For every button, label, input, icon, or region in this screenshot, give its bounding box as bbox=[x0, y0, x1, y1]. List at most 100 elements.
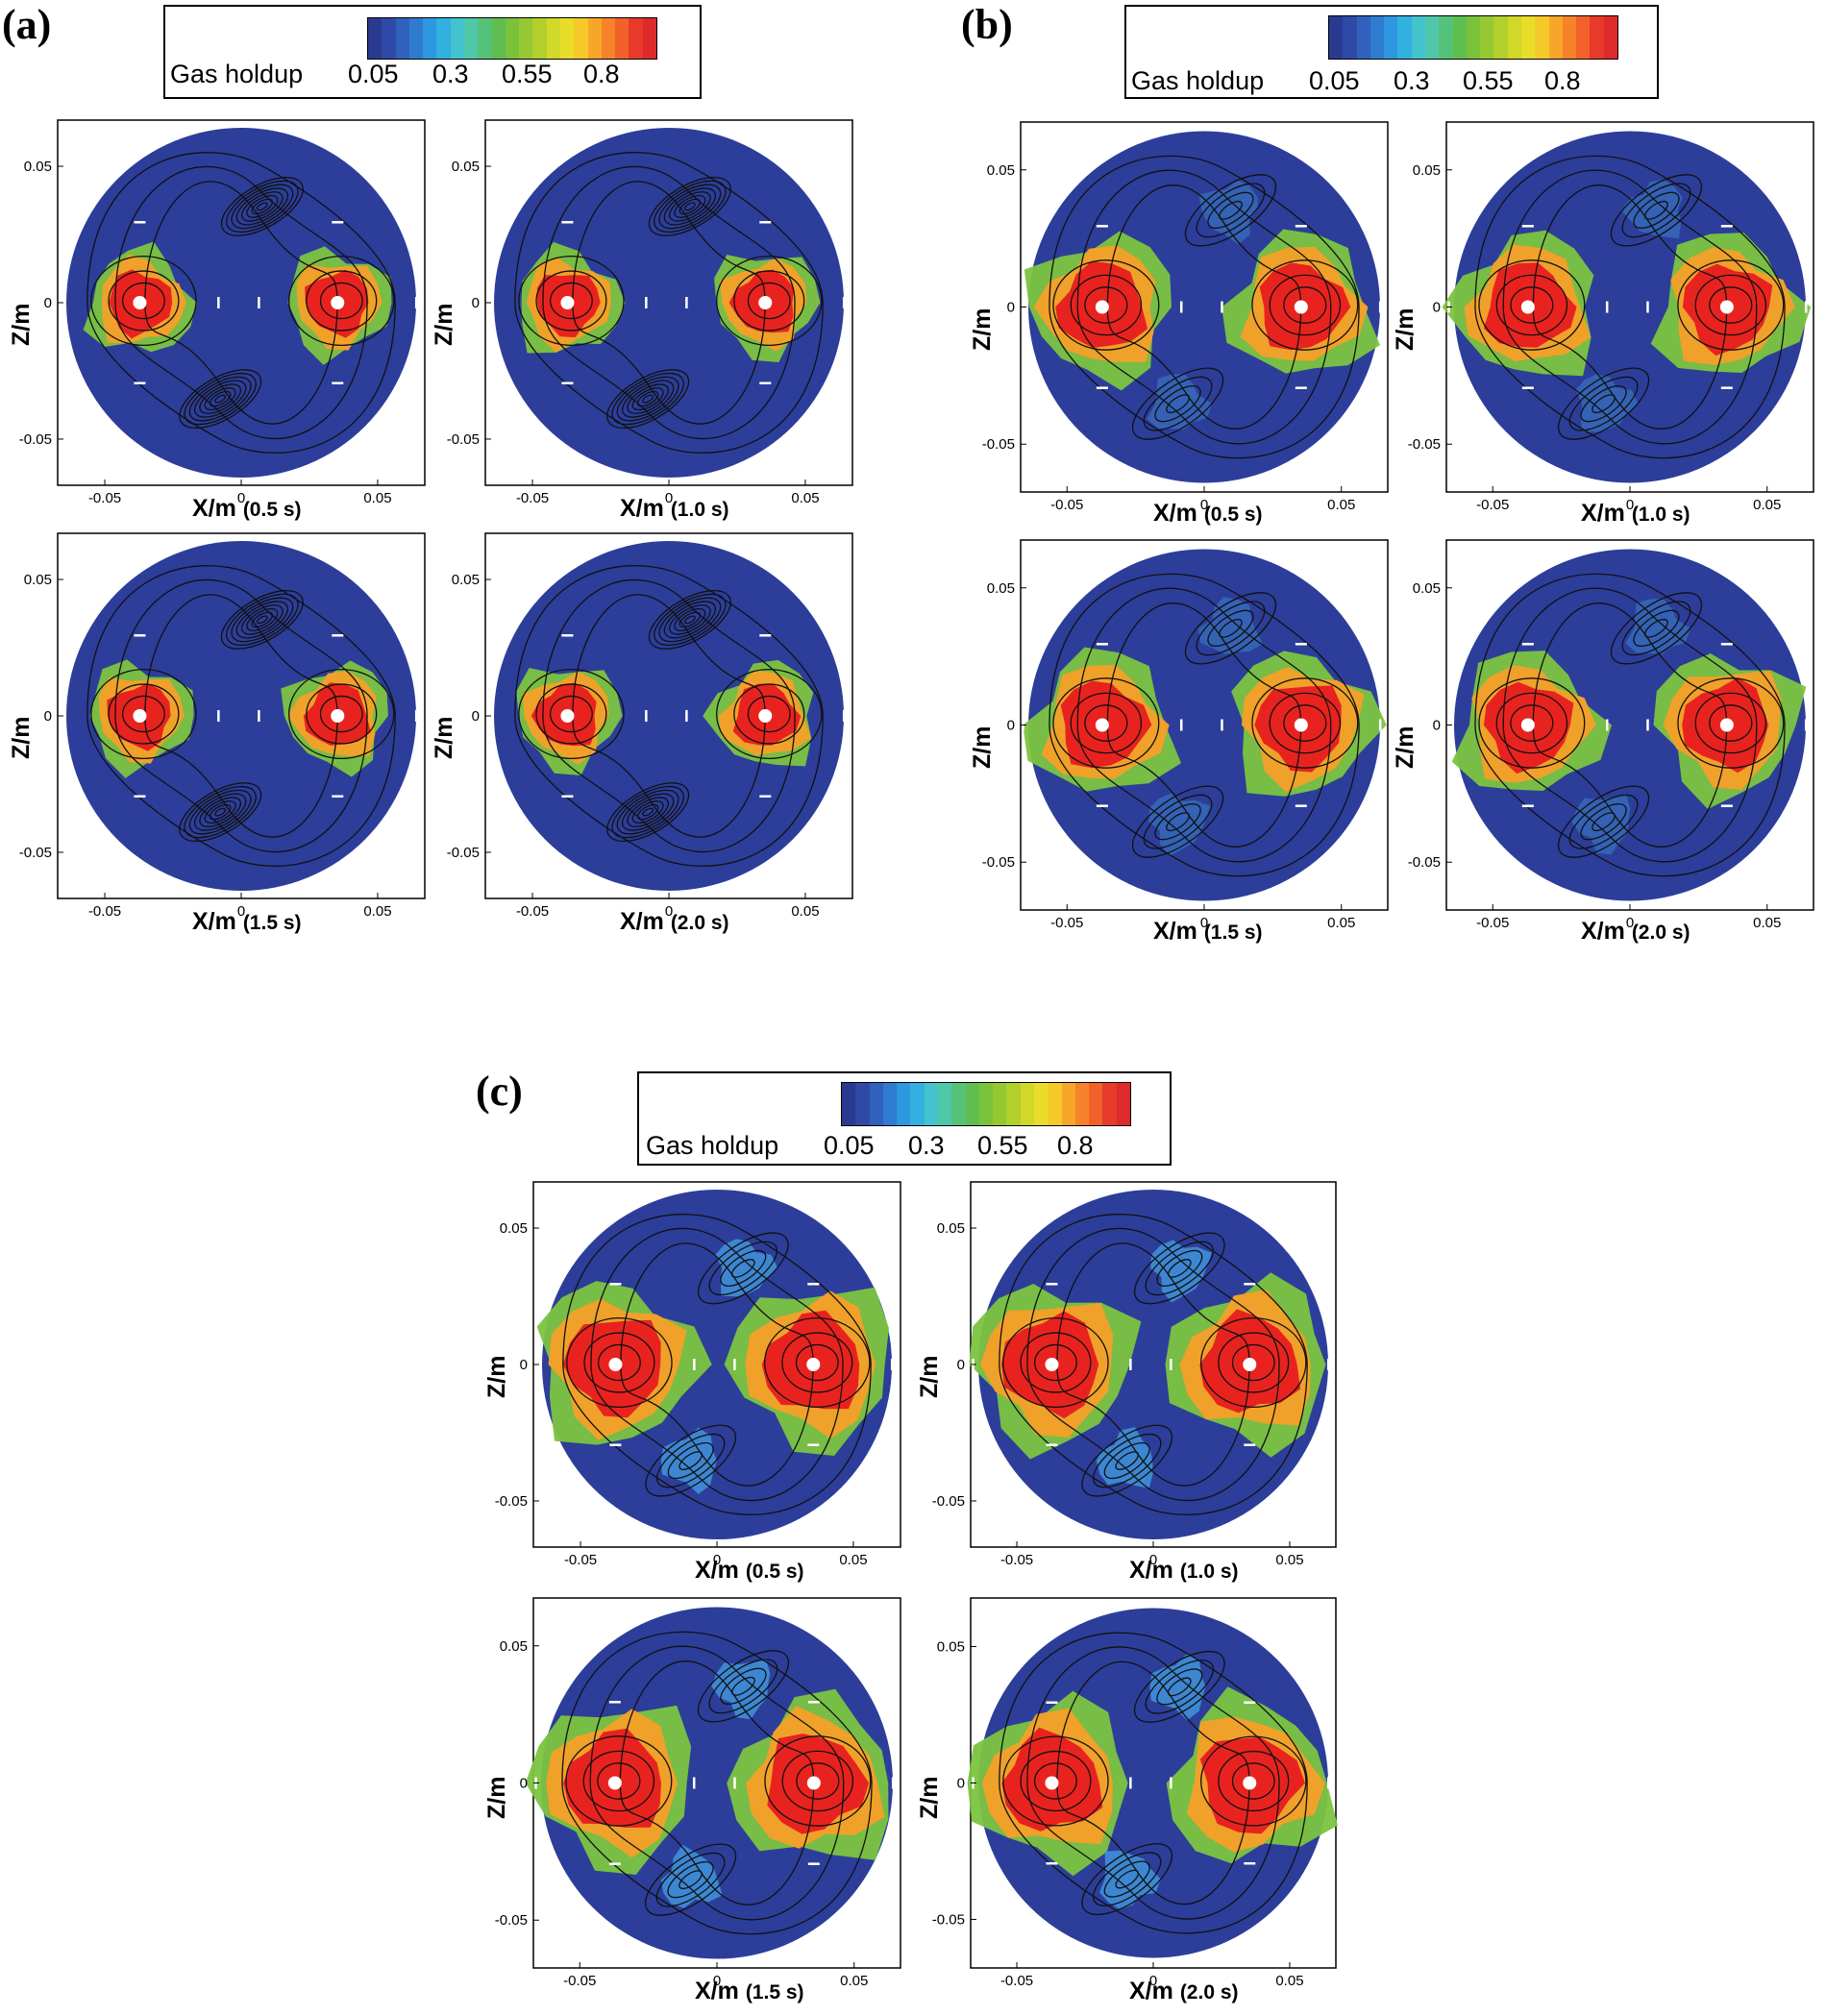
y-tick-label: 0 bbox=[1007, 718, 1015, 734]
recirculation-loop bbox=[1166, 812, 1190, 832]
recirculation-loop bbox=[235, 187, 288, 226]
vortex-loop bbox=[764, 1316, 871, 1409]
colorbar-segment bbox=[1020, 1083, 1034, 1125]
streamline bbox=[1532, 725, 1728, 848]
streamline bbox=[590, 1364, 844, 1502]
secondary-gas-region bbox=[1147, 374, 1213, 430]
recirculation-loop bbox=[697, 1232, 789, 1305]
x-tick-label: 0.05 bbox=[363, 490, 391, 506]
impeller-shaft bbox=[1095, 718, 1109, 732]
streamline bbox=[1502, 587, 1758, 725]
streamline bbox=[1049, 307, 1360, 459]
group-label-a: (a) bbox=[2, 1, 52, 48]
colorbar-segment bbox=[1535, 16, 1549, 59]
recirculation-loop bbox=[667, 1860, 714, 1899]
legend-title: Gas holdup bbox=[646, 1131, 779, 1160]
recirculation-loop bbox=[220, 176, 304, 236]
colorbar-segment bbox=[1397, 16, 1412, 59]
y-tick-label: 0.05 bbox=[987, 580, 1015, 597]
legend-tick: 0.8 bbox=[583, 60, 620, 88]
y-tick-label: -0.05 bbox=[19, 845, 52, 861]
streamline bbox=[514, 715, 824, 867]
x-axis-title: X/m bbox=[1129, 1557, 1173, 1584]
colorbar-segment bbox=[450, 18, 464, 59]
vessel-cross-section bbox=[1454, 131, 1806, 483]
vortex-loop bbox=[582, 1750, 655, 1812]
x-tick-label: 0.05 bbox=[840, 1973, 868, 1989]
vessel-cross-section bbox=[1454, 549, 1806, 901]
recirculation-loop bbox=[655, 1852, 726, 1907]
streamline bbox=[1106, 602, 1302, 725]
x-axis-label: X/m (0.5 s) bbox=[695, 1557, 804, 1585]
y-tick-label: 0.05 bbox=[500, 1638, 528, 1655]
recirculation-loop bbox=[1167, 1677, 1192, 1697]
y-tick-label: 0 bbox=[520, 1776, 528, 1792]
x-tick-label: 0 bbox=[1149, 1552, 1157, 1568]
colorbar-segment bbox=[1590, 16, 1604, 59]
y-tick-label: 0 bbox=[1433, 300, 1441, 316]
x-axis-title: X/m bbox=[1153, 500, 1197, 527]
colorbar-segment bbox=[1089, 1083, 1103, 1125]
flow-field-plot: -0.05 0 0.05 0.05 0 -0.05 bbox=[495, 1597, 901, 1989]
recirculation-loop bbox=[194, 380, 247, 418]
impeller-shaft bbox=[1294, 718, 1308, 732]
vortex-loop bbox=[1677, 677, 1785, 769]
recirculation-loop bbox=[730, 1259, 755, 1278]
legend-tick: 0.55 bbox=[502, 60, 553, 88]
y-tick-label: 0.05 bbox=[452, 159, 480, 175]
impeller-shaft bbox=[758, 296, 773, 309]
recirculation-loop bbox=[1592, 812, 1616, 832]
secondary-gas-region bbox=[1148, 793, 1211, 856]
vortex-loop bbox=[1709, 704, 1753, 742]
x-axis-label: X/m (0.5 s) bbox=[192, 495, 302, 523]
baffles bbox=[487, 221, 846, 384]
x-tick-label: 0.05 bbox=[1753, 915, 1781, 931]
vortex-loop bbox=[121, 282, 165, 320]
recirculation-loop bbox=[697, 1650, 790, 1723]
streamline bbox=[1532, 602, 1728, 725]
recirculation-loop bbox=[256, 202, 268, 211]
streamline bbox=[1106, 725, 1302, 848]
colorbar-segment bbox=[1329, 16, 1344, 59]
streamline bbox=[1056, 1364, 1250, 1487]
recirculation-loop bbox=[622, 380, 675, 418]
recirculation-loop bbox=[240, 604, 284, 635]
flow-field-plot: -0.05 0 0.05 0.05 0 -0.05 bbox=[19, 119, 426, 506]
x-axis-title: X/m bbox=[620, 495, 664, 522]
streamline bbox=[1056, 1242, 1250, 1365]
panel-a4: -0.05 0 0.05 0.05 0 -0.05 Z/m X/m (2.0 s) bbox=[423, 529, 865, 942]
vortex-loop bbox=[518, 668, 625, 760]
legend-tick: 0.05 bbox=[348, 60, 399, 88]
x-tick-label: 0.05 bbox=[1275, 1973, 1303, 1989]
time-label: (2.0 s) bbox=[670, 912, 729, 934]
streamline bbox=[542, 165, 796, 304]
vortex-loop bbox=[1269, 692, 1342, 754]
streamlines bbox=[1474, 155, 1786, 459]
streamline bbox=[114, 165, 368, 304]
x-tick-label: 0 bbox=[1149, 1973, 1157, 1989]
vortex-loop bbox=[583, 1332, 655, 1393]
secondary-gas-region bbox=[1099, 1850, 1161, 1910]
recirculation-loop bbox=[631, 387, 664, 411]
recirculation-loop bbox=[1580, 802, 1627, 841]
colorbar-segment bbox=[368, 18, 382, 59]
panel-a3: -0.05 0 0.05 0.05 0 -0.05 Z/m X/m (1.5 s) bbox=[0, 529, 442, 942]
recirculation-loop bbox=[1644, 618, 1668, 638]
y-axis-label: Z/m bbox=[431, 716, 457, 759]
impeller-shaft bbox=[806, 1358, 821, 1371]
recirculation-loop bbox=[1103, 1860, 1150, 1898]
colorbar-segment bbox=[1061, 1083, 1075, 1125]
impeller-shaft bbox=[1045, 1776, 1059, 1790]
recirculation-loop bbox=[616, 789, 679, 835]
vortex-loop bbox=[1251, 259, 1359, 351]
colorbar-segment bbox=[629, 18, 643, 59]
recirculation-loop bbox=[1115, 1869, 1140, 1889]
recirculation-loop bbox=[622, 793, 675, 831]
impeller-shaft bbox=[1294, 300, 1308, 314]
recirculation-loop bbox=[642, 394, 654, 404]
vortex-loop bbox=[1002, 1735, 1109, 1827]
streamlines bbox=[86, 565, 396, 867]
streamline bbox=[572, 715, 766, 838]
recirculation-loop bbox=[731, 1676, 755, 1696]
vessel-cross-section bbox=[1028, 549, 1380, 901]
